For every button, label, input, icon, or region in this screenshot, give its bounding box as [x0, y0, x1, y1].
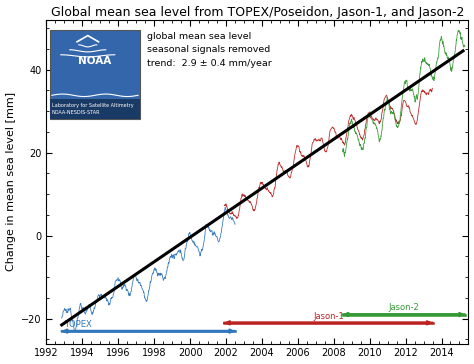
Text: TOPEX: TOPEX	[64, 320, 92, 329]
Text: Jason-2: Jason-2	[388, 304, 419, 312]
Title: Global mean sea level from TOPEX/Poseidon, Jason-1, and Jason-2: Global mean sea level from TOPEX/Poseido…	[51, 5, 464, 19]
FancyBboxPatch shape	[50, 30, 140, 119]
Text: Jason-1: Jason-1	[313, 312, 344, 321]
Y-axis label: Change in mean sea level [mm]: Change in mean sea level [mm]	[6, 92, 16, 271]
Text: global mean sea level
seasonal signals removed
trend:  2.9 ± 0.4 mm/year: global mean sea level seasonal signals r…	[147, 32, 272, 68]
Text: Laboratory for Satellite Altimetry
NOAA-NESDIS-STAR: Laboratory for Satellite Altimetry NOAA-…	[52, 103, 134, 115]
Text: NOAA: NOAA	[78, 56, 111, 66]
FancyBboxPatch shape	[50, 99, 140, 119]
